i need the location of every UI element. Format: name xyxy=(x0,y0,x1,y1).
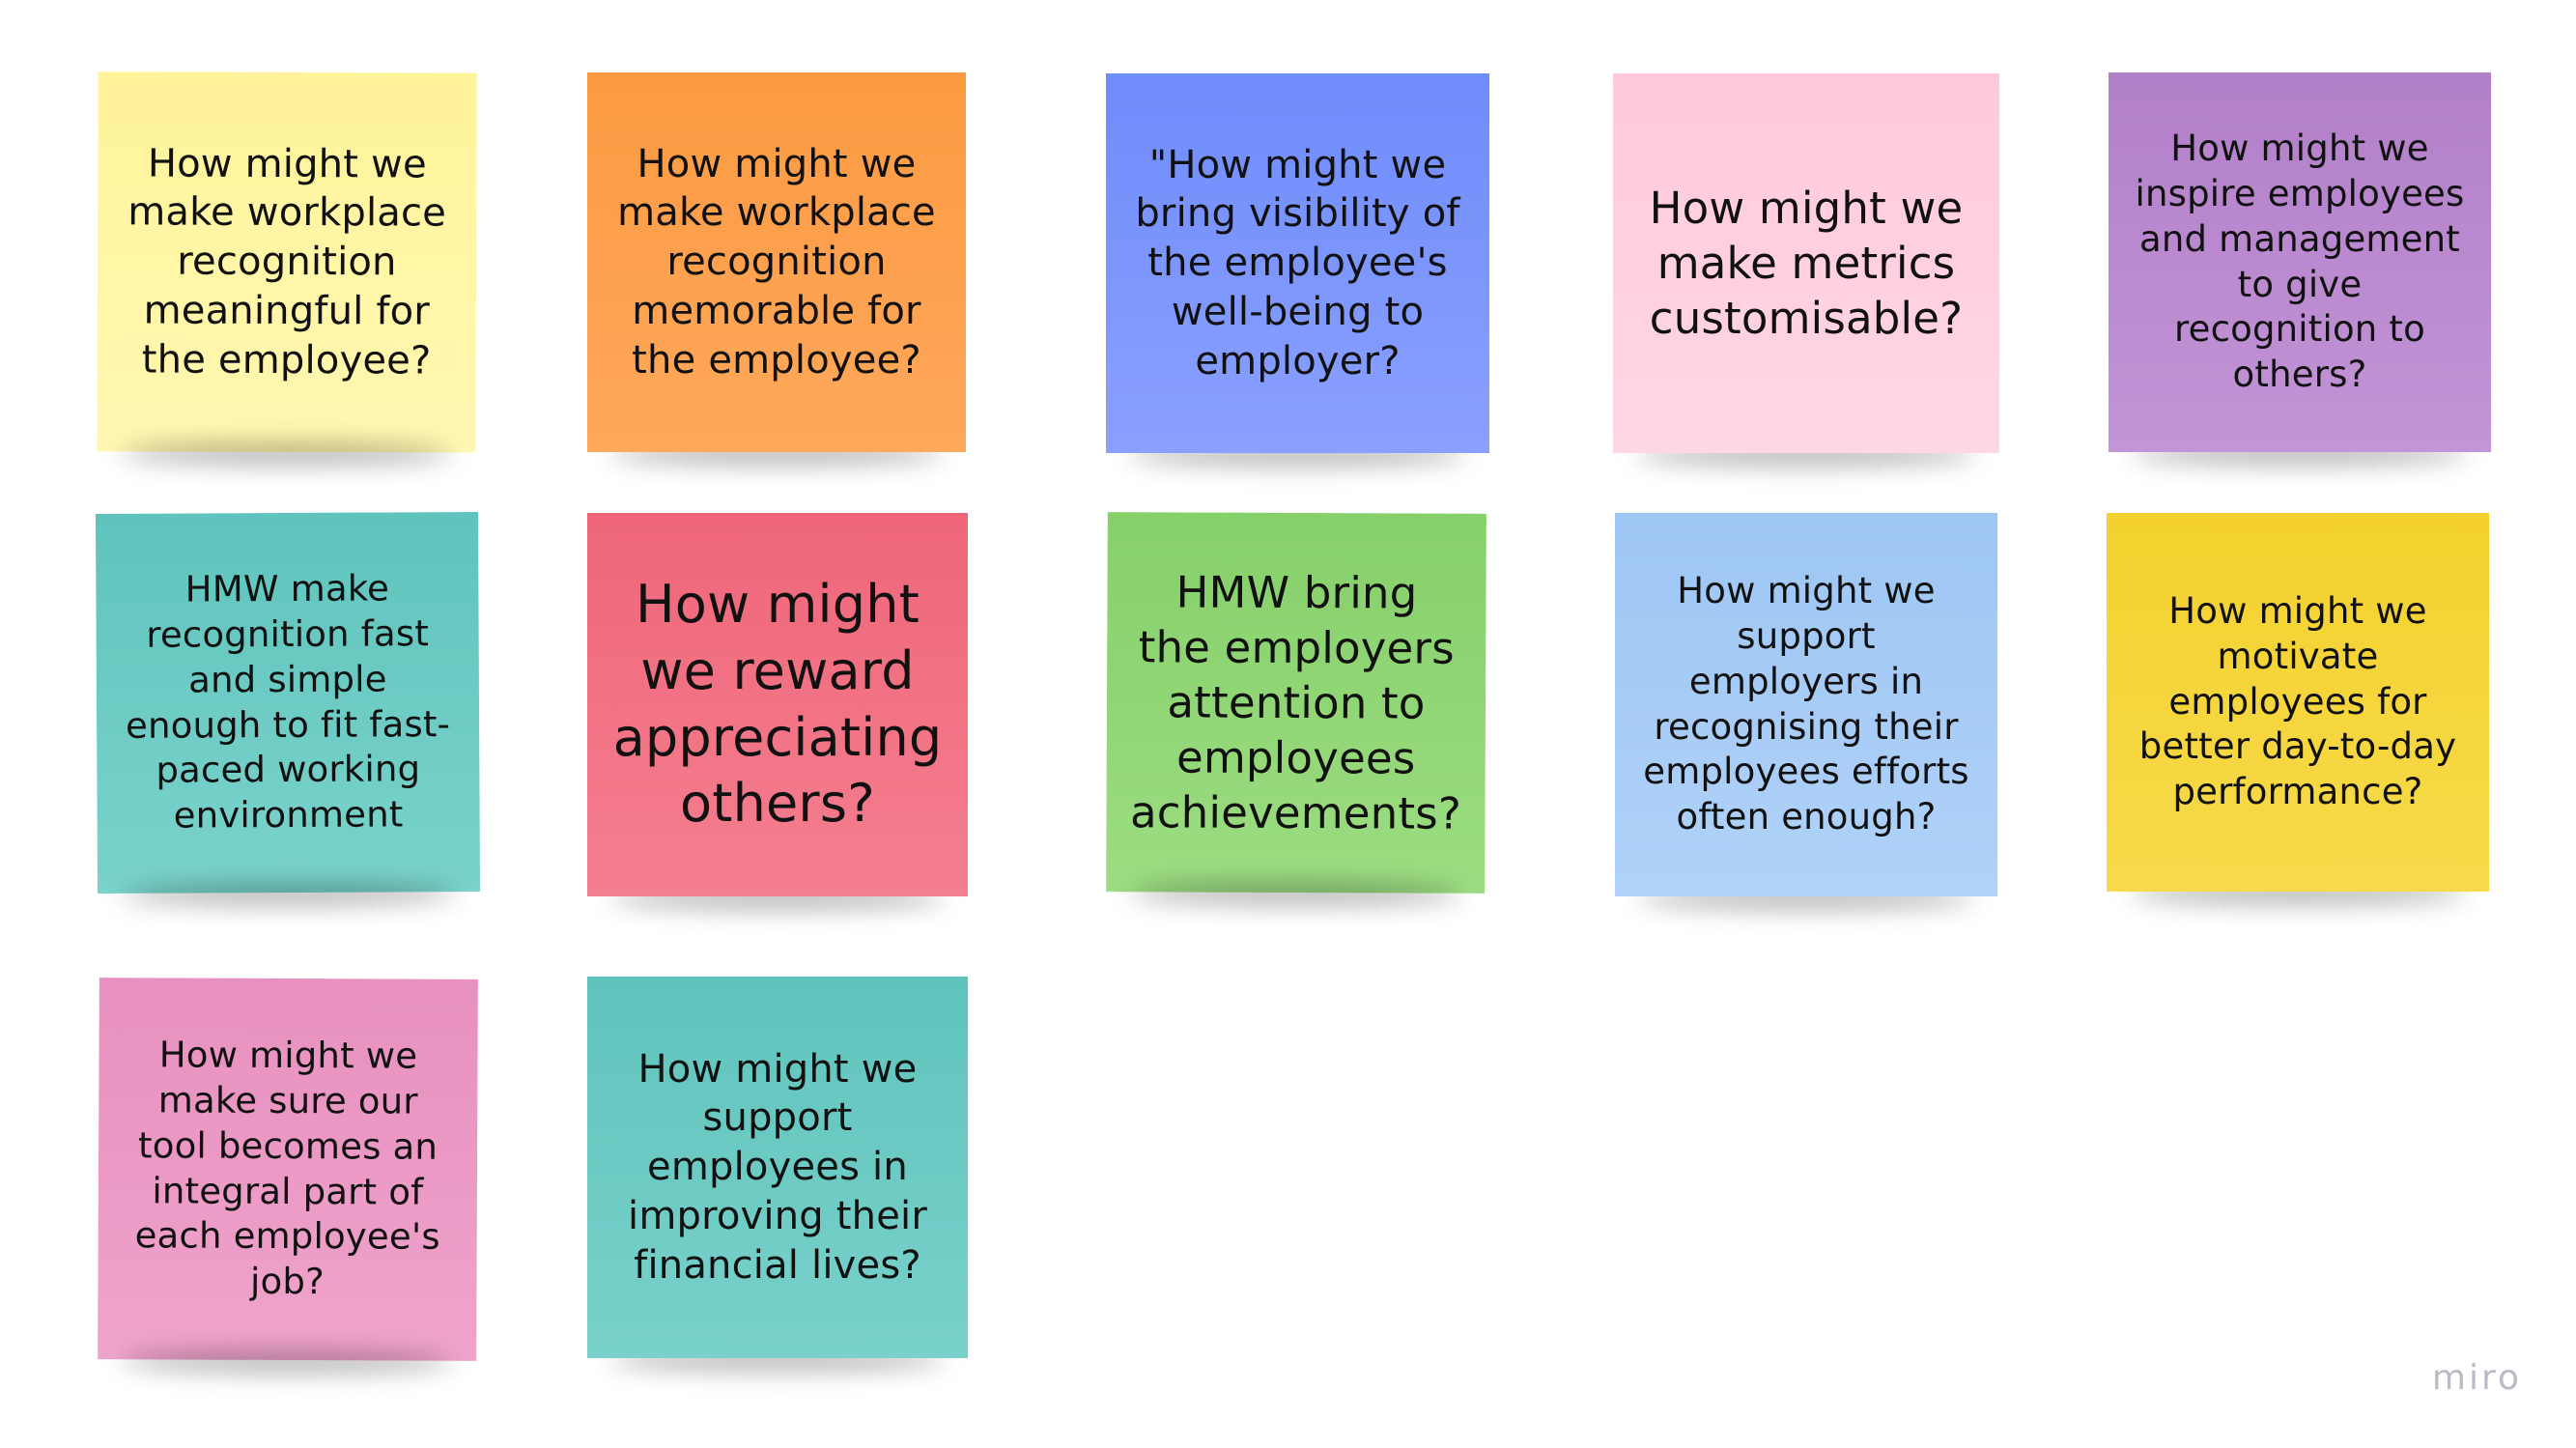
sticky-note[interactable]: "How might we bring visibility of the em… xyxy=(1106,73,1489,453)
sticky-note[interactable]: How might we support employees in improv… xyxy=(587,977,968,1358)
sticky-note[interactable]: How might we reward appreciating others? xyxy=(587,513,968,896)
sticky-note[interactable]: HMW make recognition fast and simple eno… xyxy=(95,511,481,894)
sticky-note-text: How might we make metrics customisable? xyxy=(1649,182,1964,345)
sticky-note-text: How might we support employers in recogn… xyxy=(1643,569,1969,838)
sticky-note-text: How might we support employees in improv… xyxy=(628,1046,927,1288)
sticky-note-text: How might we make workplace recognition … xyxy=(127,140,447,383)
sticky-note-text: How might we motivate employees for bett… xyxy=(2138,589,2457,813)
sticky-note-text: How might we make sure our tool becomes … xyxy=(134,1033,440,1303)
sticky-note[interactable]: How might we make workplace recognition … xyxy=(587,72,966,452)
sticky-note[interactable]: How might we motivate employees for bett… xyxy=(2107,513,2489,892)
sticky-note[interactable]: How might we inspire employees and manag… xyxy=(2109,72,2491,452)
miro-watermark: miro xyxy=(2431,1358,2522,1398)
sticky-note[interactable]: How might we make workplace recognition … xyxy=(97,71,477,453)
sticky-note-text: How might we make workplace recognition … xyxy=(617,141,936,383)
sticky-note[interactable]: HMW bring the employers attention to emp… xyxy=(1106,512,1486,894)
sticky-note-text: "How might we bring visibility of the em… xyxy=(1135,142,1460,383)
sticky-note-text: How might we inspire employees and manag… xyxy=(2135,127,2465,396)
sticky-note-text: HMW make recognition fast and simple eno… xyxy=(125,566,451,838)
sticky-note[interactable]: How might we make metrics customisable? xyxy=(1613,73,1999,453)
sticky-note[interactable]: How might we make sure our tool becomes … xyxy=(98,978,478,1361)
sticky-note-text: How might we reward appreciating others? xyxy=(612,574,943,835)
sticky-note-text: HMW bring the employers attention to emp… xyxy=(1129,566,1462,839)
sticky-note[interactable]: How might we support employers in recogn… xyxy=(1615,513,1997,896)
